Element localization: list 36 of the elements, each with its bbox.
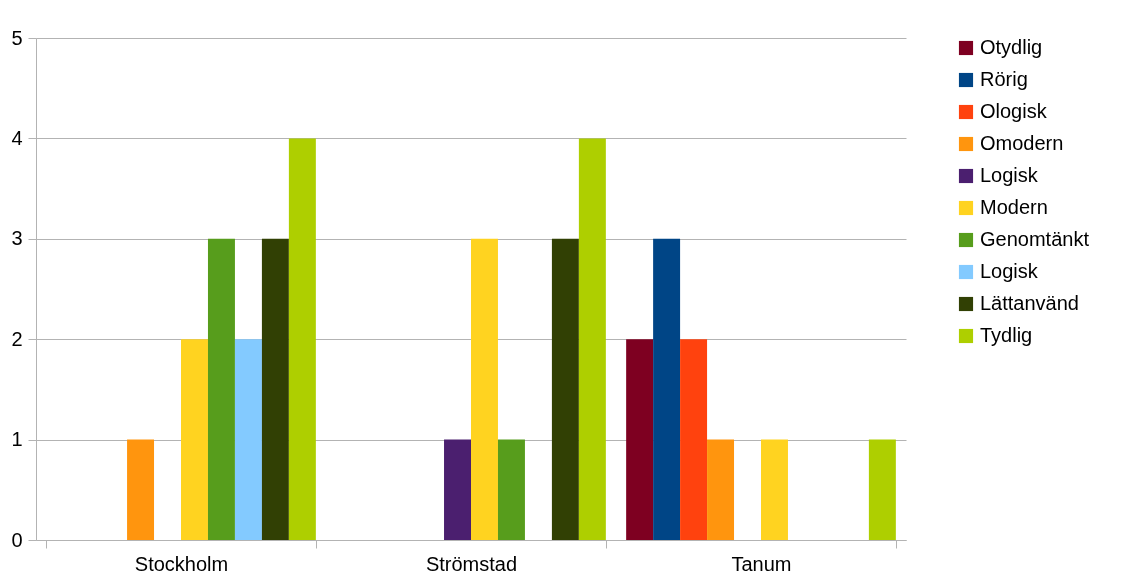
legend-label: Ologisk	[980, 100, 1048, 122]
y-tick-label: 4	[11, 126, 23, 149]
bar	[261, 238, 289, 540]
x-tick-label: Strömstad	[425, 552, 518, 575]
y-tick-label: 5	[11, 26, 23, 49]
legend-label: Omodern	[980, 132, 1064, 154]
legend-label: Logisk	[980, 164, 1039, 186]
bar	[288, 138, 316, 540]
y-tick-label: 1	[11, 428, 23, 451]
bar	[551, 238, 579, 540]
y-tick-label: 2	[11, 327, 23, 350]
legend-label: Logisk	[980, 260, 1039, 282]
bar	[181, 339, 208, 540]
bar	[680, 339, 708, 540]
legend-label: Genomtänkt	[980, 228, 1090, 250]
bar	[626, 339, 654, 540]
bar	[234, 339, 262, 540]
x-tick-label: Tanum	[731, 552, 792, 575]
bar	[578, 138, 606, 540]
y-tick-label: 3	[11, 227, 23, 250]
legend-label: Tydlig	[980, 324, 1033, 346]
bar	[868, 439, 896, 540]
legend-label: Otydlig	[980, 36, 1043, 58]
bar	[707, 439, 735, 540]
x-tick-label: Stockholm	[134, 552, 229, 575]
legend-label: Lättanvänd	[980, 292, 1079, 314]
bar	[207, 238, 235, 540]
bar	[127, 439, 155, 540]
legend-label: Modern	[980, 196, 1048, 218]
y-tick-label: 0	[11, 528, 23, 551]
bar	[471, 238, 498, 540]
legend-label: Rörig	[980, 68, 1028, 90]
bar	[444, 439, 471, 540]
bar	[761, 439, 788, 540]
bar	[653, 238, 681, 540]
bar	[497, 439, 525, 540]
